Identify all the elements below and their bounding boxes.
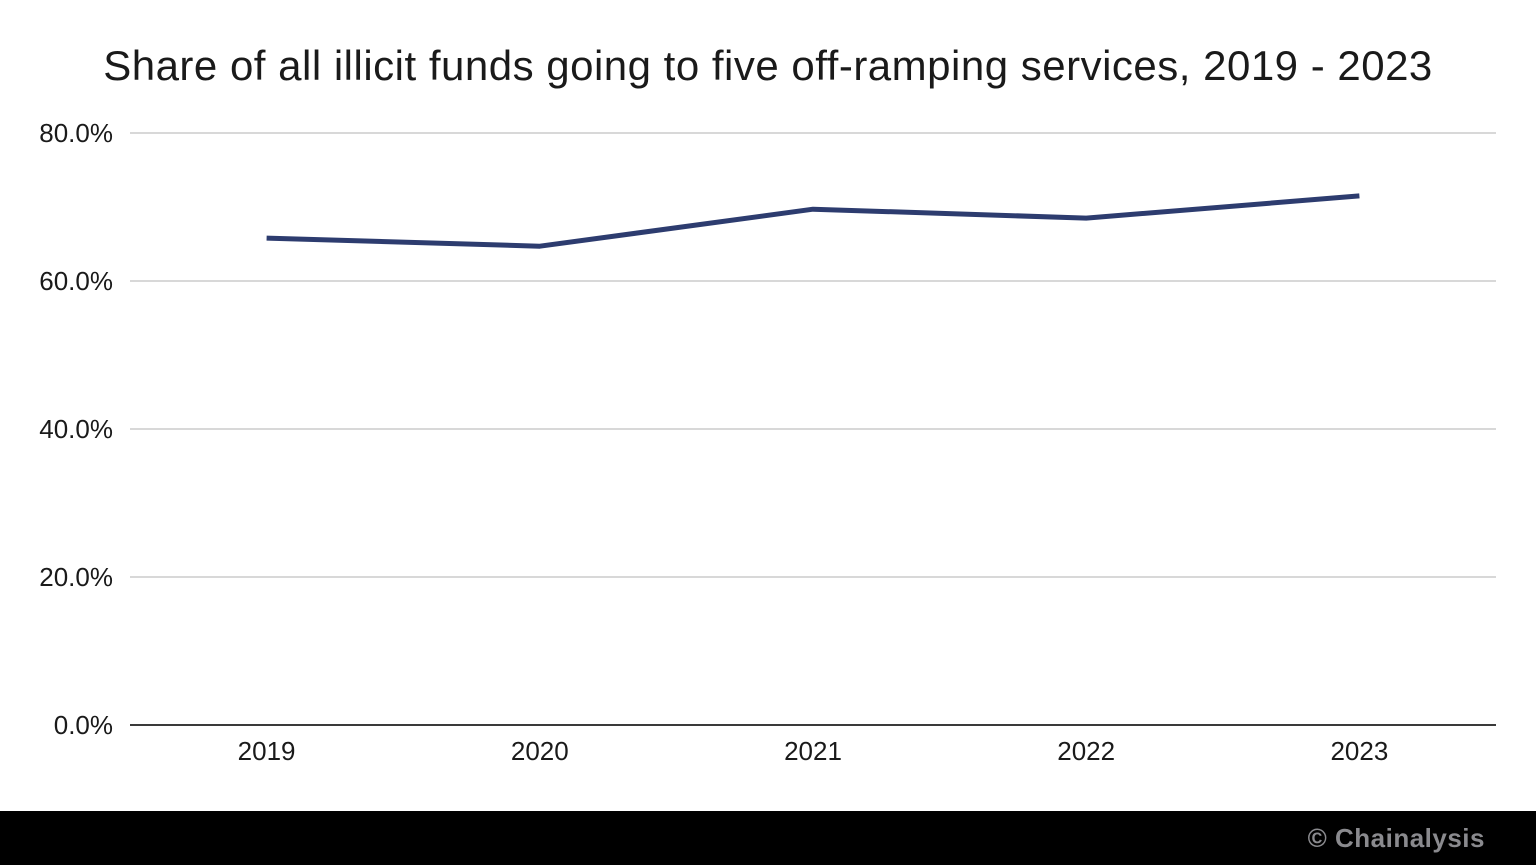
gridline xyxy=(130,576,1496,578)
chart-title: Share of all illicit funds going to five… xyxy=(103,42,1433,89)
y-tick-label: 0.0% xyxy=(53,710,113,740)
footer-bar: © Chainalysis xyxy=(0,811,1536,865)
x-tick-label: 2022 xyxy=(1057,736,1116,766)
y-tick-label: 20.0% xyxy=(39,562,113,592)
gridline xyxy=(130,428,1496,430)
gridline xyxy=(130,132,1496,134)
x-tick-label: 2021 xyxy=(784,736,842,766)
x-tick-label: 2023 xyxy=(1330,736,1389,766)
y-tick-label: 40.0% xyxy=(39,414,113,444)
gridline xyxy=(130,280,1496,282)
x-tick-label: 2019 xyxy=(237,736,296,766)
y-tick-label: 80.0% xyxy=(39,118,113,148)
x-axis-line xyxy=(130,723,1496,727)
chainalysis-watermark: © Chainalysis xyxy=(1307,822,1485,853)
y-tick-label: 60.0% xyxy=(39,266,113,296)
x-tick-label: 2020 xyxy=(510,736,569,766)
